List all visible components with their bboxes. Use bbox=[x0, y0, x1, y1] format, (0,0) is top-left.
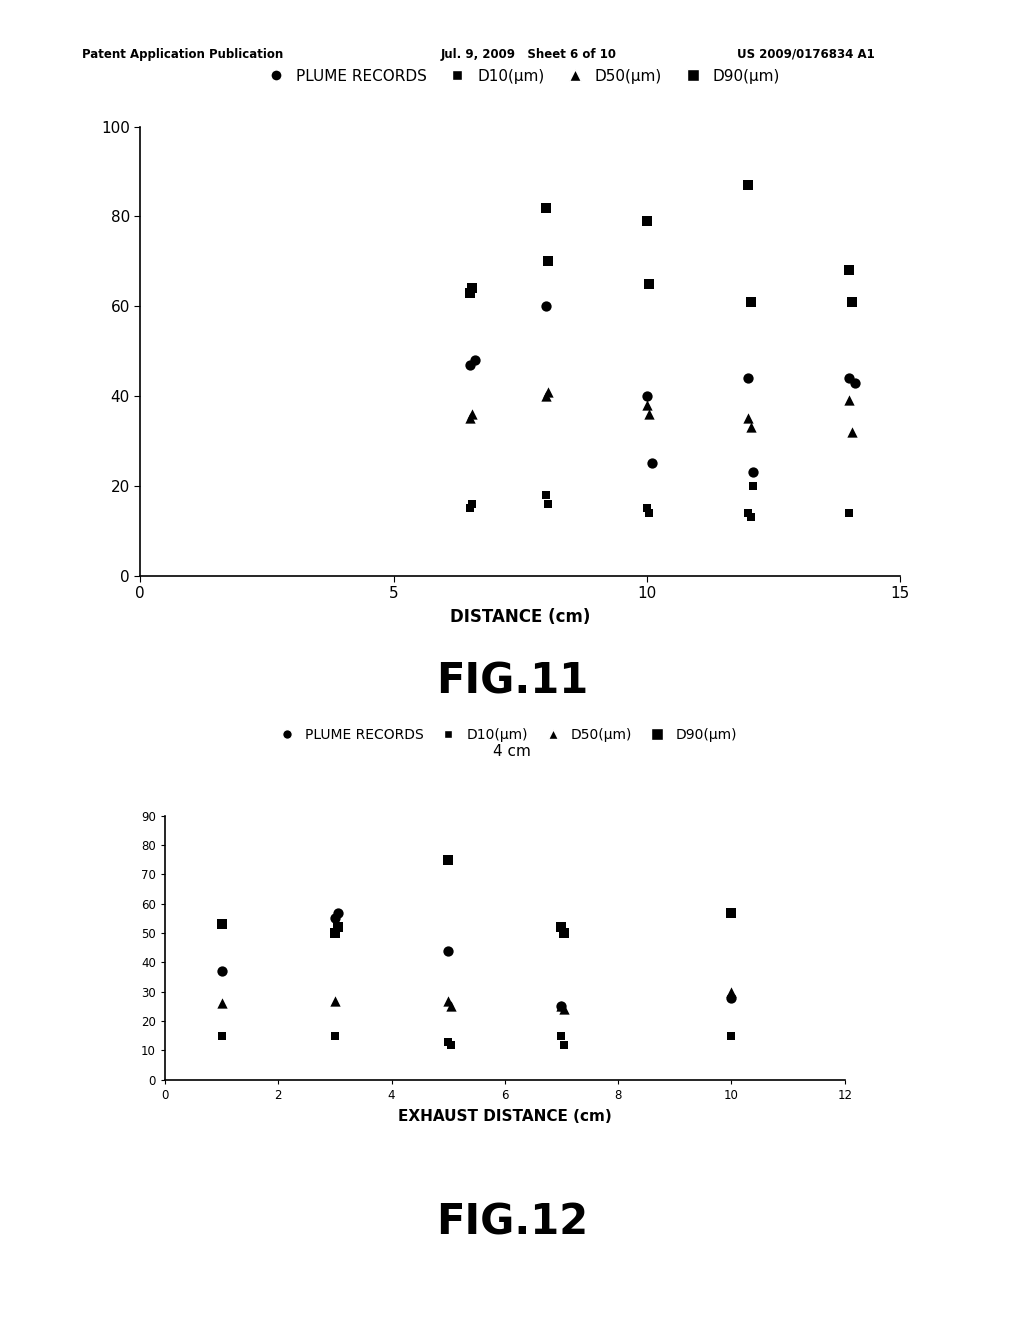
Point bbox=[745, 462, 762, 483]
Point bbox=[639, 498, 655, 519]
Point bbox=[440, 849, 457, 870]
Point bbox=[462, 354, 478, 375]
Text: 4 cm: 4 cm bbox=[494, 744, 530, 759]
Point bbox=[553, 916, 569, 937]
Point bbox=[740, 502, 757, 523]
Point bbox=[330, 902, 346, 923]
Point bbox=[540, 494, 556, 515]
Point bbox=[842, 260, 858, 281]
Point bbox=[330, 916, 346, 937]
Point bbox=[641, 502, 657, 523]
Text: Jul. 9, 2009   Sheet 6 of 10: Jul. 9, 2009 Sheet 6 of 10 bbox=[440, 48, 616, 61]
Point bbox=[742, 507, 759, 528]
Point bbox=[540, 251, 556, 272]
Point bbox=[740, 408, 757, 429]
Point bbox=[553, 995, 569, 1016]
Point bbox=[844, 421, 860, 442]
Point bbox=[464, 494, 480, 515]
Point bbox=[327, 923, 343, 944]
Point bbox=[466, 350, 482, 371]
Point bbox=[842, 367, 858, 388]
Point bbox=[213, 993, 229, 1014]
Point bbox=[556, 923, 572, 944]
Text: FIG.11: FIG.11 bbox=[436, 660, 588, 702]
Point bbox=[538, 197, 554, 218]
Point bbox=[213, 913, 229, 935]
Point bbox=[538, 484, 554, 506]
Point bbox=[556, 1034, 572, 1055]
Point bbox=[740, 367, 757, 388]
Point bbox=[745, 475, 762, 496]
Text: FIG.12: FIG.12 bbox=[436, 1201, 588, 1243]
Point bbox=[442, 1034, 459, 1055]
Point bbox=[723, 902, 739, 923]
Point bbox=[462, 408, 478, 429]
Point bbox=[644, 453, 660, 474]
Text: Patent Application Publication: Patent Application Publication bbox=[82, 48, 284, 61]
Point bbox=[742, 417, 759, 438]
Point bbox=[464, 404, 480, 425]
Point bbox=[440, 990, 457, 1011]
Point bbox=[213, 1026, 229, 1047]
Point bbox=[327, 990, 343, 1011]
Point bbox=[639, 210, 655, 231]
Point bbox=[462, 282, 478, 304]
Point bbox=[327, 1026, 343, 1047]
Point bbox=[440, 940, 457, 961]
Point bbox=[740, 174, 757, 195]
Point bbox=[556, 999, 572, 1020]
X-axis label: DISTANCE (cm): DISTANCE (cm) bbox=[450, 609, 591, 626]
Legend: PLUME RECORDS, D10(μm), D50(μm), D90(μm): PLUME RECORDS, D10(μm), D50(μm), D90(μm) bbox=[267, 722, 742, 747]
Point bbox=[723, 987, 739, 1008]
X-axis label: EXHAUST DISTANCE (cm): EXHAUST DISTANCE (cm) bbox=[398, 1109, 611, 1123]
Point bbox=[639, 385, 655, 407]
Point bbox=[538, 385, 554, 407]
Point bbox=[846, 372, 862, 393]
Point bbox=[723, 1026, 739, 1047]
Point bbox=[842, 502, 858, 523]
Point bbox=[327, 908, 343, 929]
Point bbox=[213, 961, 229, 982]
Point bbox=[641, 404, 657, 425]
Point bbox=[641, 273, 657, 294]
Point bbox=[540, 381, 556, 403]
Point bbox=[442, 995, 459, 1016]
Point bbox=[723, 981, 739, 1002]
Point bbox=[462, 498, 478, 519]
Point bbox=[844, 292, 860, 313]
Point bbox=[464, 277, 480, 298]
Point bbox=[742, 292, 759, 313]
Point bbox=[440, 1031, 457, 1052]
Point bbox=[553, 1026, 569, 1047]
Point bbox=[842, 389, 858, 411]
Point bbox=[639, 395, 655, 416]
Text: US 2009/0176834 A1: US 2009/0176834 A1 bbox=[737, 48, 876, 61]
Point bbox=[553, 995, 569, 1016]
Point bbox=[538, 296, 554, 317]
Legend: PLUME RECORDS, D10(μm), D50(μm), D90(μm): PLUME RECORDS, D10(μm), D50(μm), D90(μm) bbox=[255, 62, 785, 90]
